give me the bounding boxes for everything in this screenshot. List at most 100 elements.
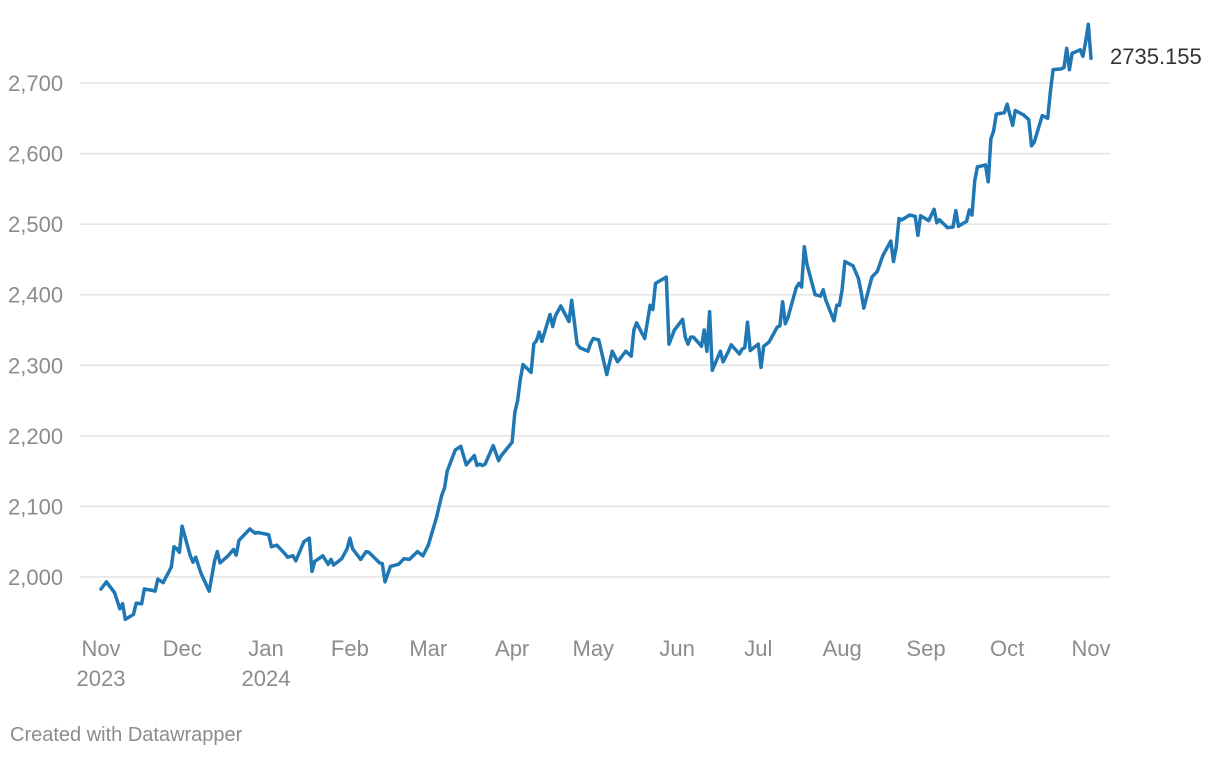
- data-point: [383, 580, 387, 584]
- data-point: [548, 312, 552, 317]
- data-point: [837, 303, 842, 307]
- x-tick-label: May: [573, 636, 615, 661]
- data-point: [632, 328, 636, 332]
- data-point: [651, 307, 655, 312]
- x-tick-year-label: 2024: [242, 666, 291, 691]
- data-point: [188, 554, 192, 558]
- data-point: [1046, 116, 1050, 120]
- data-point: [951, 225, 955, 229]
- data-point: [175, 547, 179, 551]
- data-point: [597, 338, 601, 342]
- data-point: [402, 557, 406, 561]
- data-point: [1086, 22, 1090, 26]
- data-point: [891, 259, 896, 264]
- data-point: [1062, 65, 1066, 70]
- data-point: [818, 294, 823, 298]
- data-point: [275, 543, 279, 547]
- data-point: [759, 365, 763, 369]
- data-point: [313, 559, 317, 564]
- y-tick-label: 2,000: [8, 565, 63, 590]
- data-point: [329, 557, 333, 562]
- data-point: [534, 339, 539, 343]
- data-point: [726, 349, 731, 353]
- data-point: [516, 399, 520, 403]
- data-point: [1027, 118, 1031, 122]
- data-point: [567, 319, 571, 324]
- data-point: [1078, 48, 1082, 52]
- data-point: [351, 547, 355, 551]
- data-point: [843, 259, 847, 264]
- data-point: [653, 281, 658, 285]
- data-point: [691, 335, 696, 339]
- data-point: [629, 354, 633, 358]
- data-point: [475, 463, 479, 468]
- data-point: [302, 540, 306, 544]
- data-point: [856, 276, 861, 281]
- data-point: [927, 219, 931, 223]
- x-tick-label: Oct: [990, 636, 1024, 661]
- data-point: [1051, 68, 1055, 72]
- data-point: [1008, 113, 1012, 117]
- data-point: [786, 315, 790, 319]
- x-tick-label: Jun: [659, 636, 694, 661]
- data-point: [388, 564, 392, 569]
- x-tick-label: Apr: [495, 636, 529, 661]
- data-point: [967, 208, 971, 212]
- data-point: [900, 218, 904, 222]
- data-point: [937, 218, 942, 222]
- data-point: [635, 321, 639, 325]
- data-point: [699, 344, 704, 348]
- data-point: [231, 547, 236, 552]
- data-point: [894, 245, 898, 249]
- data-point: [986, 180, 990, 184]
- data-point: [994, 112, 998, 116]
- data-point: [756, 342, 760, 346]
- data-point: [578, 346, 582, 350]
- data-point: [194, 555, 198, 559]
- data-point: [664, 275, 668, 279]
- data-point: [172, 545, 176, 549]
- data-point: [131, 612, 136, 617]
- line-chart: 2,000 2,100 2,200 2,300 2,400 2,500 2,600 2,700…: [8, 22, 1202, 691]
- data-point: [269, 545, 273, 549]
- data-point: [1029, 144, 1034, 148]
- data-point: [1040, 113, 1044, 118]
- y-tick-label: 2,100: [8, 494, 63, 519]
- data-point: [294, 559, 298, 563]
- data-point: [1013, 108, 1017, 113]
- data-point: [359, 557, 363, 562]
- data-point: [177, 550, 181, 554]
- data-point: [226, 554, 230, 558]
- data-point: [123, 617, 127, 621]
- data-point: [332, 563, 336, 567]
- data-point: [708, 310, 712, 314]
- data-point: [946, 226, 950, 230]
- data-point: [510, 440, 514, 444]
- data-point: [291, 554, 295, 558]
- data-point: [348, 536, 352, 540]
- data-point: [256, 530, 260, 535]
- data-point: [824, 298, 828, 302]
- data-point: [740, 347, 744, 351]
- data-point: [1048, 89, 1052, 94]
- data-point: [767, 340, 771, 344]
- data-point: [245, 530, 249, 534]
- data-point: [973, 179, 977, 183]
- data-point: [321, 554, 325, 558]
- data-point: [99, 587, 103, 591]
- data-point: [897, 216, 901, 221]
- data-point: [142, 587, 146, 591]
- data-point: [559, 304, 563, 308]
- data-point: [648, 303, 652, 307]
- data-point: [237, 538, 241, 542]
- data-point: [702, 328, 706, 332]
- data-point: [1070, 51, 1074, 56]
- data-point: [380, 562, 384, 566]
- data-point: [835, 303, 839, 307]
- data-point: [153, 589, 157, 593]
- data-point: [605, 372, 609, 377]
- data-point: [161, 581, 165, 585]
- data-point: [672, 328, 677, 332]
- data-point: [783, 322, 787, 326]
- data-point: [207, 589, 211, 593]
